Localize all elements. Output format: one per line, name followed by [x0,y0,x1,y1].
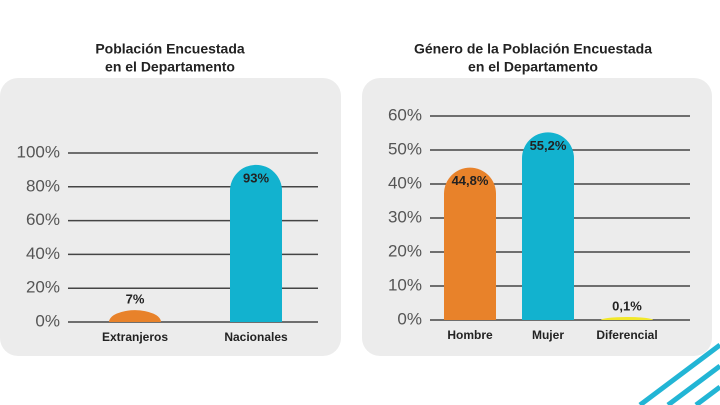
chart-title: en el Departamento [468,59,598,75]
value-label: 44,8% [452,173,489,188]
y-tick-label: 10% [388,275,422,294]
y-tick-label: 20% [26,278,60,297]
y-tick-label: 60% [388,105,422,124]
y-tick-label: 80% [26,176,60,195]
value-label: 0,1% [612,298,642,313]
x-tick-label: Diferencial [596,328,657,342]
y-tick-label: 50% [388,139,422,158]
chart-title: Género de la Población Encuestada [414,41,652,57]
y-tick-label: 0% [35,311,60,330]
y-tick-label: 100% [17,142,60,161]
value-label: 7% [126,292,145,307]
chart-title: Población Encuestada [95,41,245,57]
y-tick-label: 40% [26,244,60,263]
value-label: 55,2% [530,138,567,153]
y-tick-label: 0% [397,309,422,328]
y-tick-label: 60% [26,210,60,229]
x-tick-label: Hombre [447,328,493,342]
x-tick-label: Extranjeros [102,330,168,344]
bar [444,167,496,320]
decoration [638,343,720,405]
x-tick-label: Mujer [532,328,564,342]
x-tick-label: Nacionales [224,330,288,344]
y-tick-label: 30% [388,207,422,226]
bar [109,310,161,322]
y-tick-label: 40% [388,173,422,192]
chart-title: en el Departamento [105,59,235,75]
bar [601,317,653,320]
bar [522,132,574,320]
y-tick-label: 20% [388,241,422,260]
bar [230,164,282,322]
value-label: 93% [243,170,269,185]
